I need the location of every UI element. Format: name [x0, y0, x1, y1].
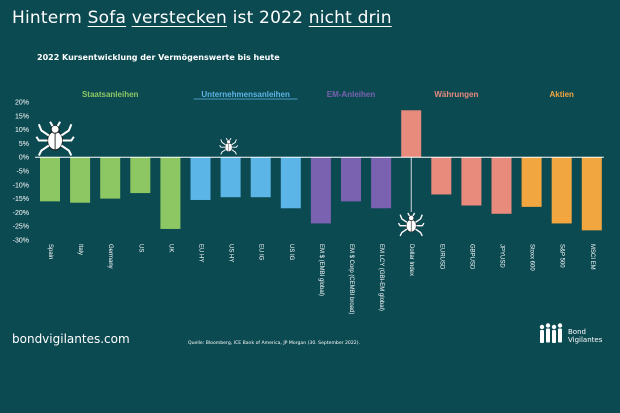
x-tick-label: Spain — [47, 244, 53, 259]
y-tick-label: -30% — [13, 238, 29, 245]
x-tick-label: US — [137, 244, 143, 252]
bar — [70, 157, 91, 203]
group-label: Währungen — [434, 90, 478, 99]
y-tick-label: 20% — [15, 100, 29, 107]
y-tick-label: -10% — [13, 182, 29, 189]
y-tick-label: -20% — [13, 210, 29, 217]
y-tick-label: -25% — [13, 224, 29, 231]
bar — [190, 157, 211, 200]
y-tick-label: -15% — [13, 196, 29, 203]
x-tick-label: US HY — [228, 244, 234, 262]
y-tick-label: -5% — [17, 169, 29, 176]
group-label: Unternehmensanleihen — [201, 90, 290, 99]
title-word-underlined[interactable]: verstecken — [131, 8, 227, 28]
bond-vigilantes-logo — [539, 323, 563, 343]
bar — [310, 157, 331, 224]
bar — [581, 157, 602, 231]
x-tick-label: UK — [167, 244, 173, 252]
logo-line-2: Vigilantes — [568, 335, 603, 344]
title-word-underlined[interactable]: nicht drin — [308, 8, 392, 28]
x-tick-label: GBPUSD — [468, 244, 474, 270]
bar — [341, 157, 361, 202]
logo-line-1: Bond — [568, 328, 586, 336]
bar — [401, 110, 422, 158]
x-tick-label: S&P 500 — [559, 244, 565, 268]
bug-icon-dollar — [397, 212, 425, 237]
title-word: ist 2022 — [232, 8, 304, 28]
group-label: EM-Anleihen — [327, 90, 376, 99]
x-tick-label: EU IG — [258, 244, 264, 261]
bar — [250, 157, 271, 198]
bar — [280, 157, 301, 209]
bar — [461, 157, 482, 206]
x-tick-label: EM $ Corp (CEMBI broad) — [348, 244, 354, 314]
x-tick-label: JPYUSD — [499, 244, 505, 268]
website-label[interactable]: bondvigilantes.com — [12, 332, 130, 346]
x-tick-label: Stoxx 600 — [529, 244, 535, 271]
bug-icon-spain — [35, 121, 75, 156]
bar — [220, 157, 241, 198]
bar — [551, 157, 572, 224]
x-tick-label: EU HY — [198, 244, 204, 262]
title-word: Hinterm — [12, 8, 83, 28]
x-tick-label: Italy — [77, 244, 83, 255]
bar — [521, 157, 542, 207]
x-tick-label: Germany — [107, 244, 113, 269]
bar — [160, 157, 181, 229]
bar — [371, 157, 392, 209]
x-tick-label: EM LCY (GBI-EM global) — [378, 244, 384, 311]
bug-icon-ushy — [219, 137, 238, 155]
bar — [491, 157, 512, 214]
y-tick-label: 15% — [15, 113, 29, 120]
title-word-underlined[interactable]: Sofa — [87, 8, 127, 28]
y-tick-label: 10% — [15, 127, 29, 134]
x-tick-label: Dollar Index — [408, 244, 414, 276]
bar — [40, 157, 60, 202]
bar — [130, 157, 151, 194]
x-tick-label: US IG — [288, 244, 294, 261]
x-tick-label: EURUSD — [438, 244, 444, 270]
y-tick-label: 5% — [19, 141, 29, 148]
bar — [431, 157, 452, 195]
x-tick-label: MSCI EM — [589, 244, 595, 270]
source-note: Quelle: Bloomberg, ICE Bank of America, … — [188, 341, 360, 346]
bar — [100, 157, 121, 199]
group-label: Aktien — [549, 90, 574, 99]
y-tick-label: 0% — [19, 155, 29, 162]
logo-text: Bond Vigilantes — [568, 328, 603, 344]
page-title: Hinterm Sofa verstecken ist 2022 nicht d… — [12, 8, 392, 28]
chart-subtitle: 2022 Kursentwicklung der Vermögenswerte … — [37, 53, 280, 62]
x-tick-label: EM $ (EMBI global) — [318, 244, 324, 296]
group-label: Staatsanleihen — [82, 90, 139, 99]
